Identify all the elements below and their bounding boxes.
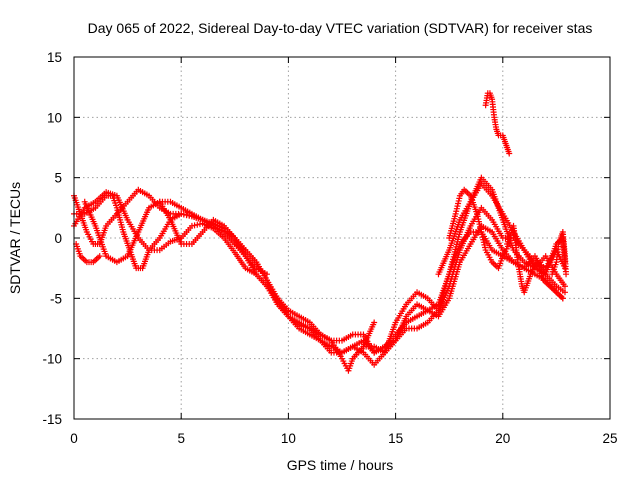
y-axis-label: SDTVAR / TECUs <box>7 182 23 294</box>
data-point <box>191 222 198 229</box>
data-series-trace-8 <box>446 186 513 272</box>
data-point <box>194 221 201 228</box>
x-tick-label: 10 <box>281 431 296 446</box>
x-tick-label: 20 <box>495 431 510 446</box>
data-point <box>183 212 190 219</box>
data-point <box>559 295 566 302</box>
y-tick-label: 5 <box>54 171 62 186</box>
data-point <box>371 319 378 326</box>
x-tick-label: 25 <box>602 431 617 446</box>
data-point <box>561 283 568 290</box>
x-axis-label: GPS time / hours <box>287 457 394 473</box>
data-series-trace-10 <box>482 90 513 157</box>
y-tick-label: 10 <box>47 110 62 125</box>
data-point <box>506 150 513 157</box>
grid <box>74 57 610 419</box>
y-tick-label: -10 <box>42 352 62 367</box>
data-series-trace-4 <box>73 241 103 266</box>
x-tick-label: 0 <box>70 431 78 446</box>
y-tick-label: -5 <box>50 291 62 306</box>
x-tick-label: 15 <box>388 431 403 446</box>
data-point <box>188 222 195 229</box>
chart-title: Day 065 of 2022, Sidereal Day-to-day VTE… <box>88 20 593 36</box>
x-tick-label: 5 <box>177 431 185 446</box>
data-series-trace-12 <box>549 228 570 278</box>
data-point <box>561 289 568 296</box>
y-tick-label: 15 <box>47 50 62 65</box>
axis-ticks: 0 5 10 15 20 25 -15 -10 -5 0 5 10 15 <box>42 50 617 446</box>
data-series-trace-11 <box>504 222 566 302</box>
data-point <box>96 253 103 260</box>
data-point <box>563 271 570 278</box>
y-tick-label: 0 <box>54 231 62 246</box>
data-point <box>180 211 187 218</box>
data-points <box>71 90 570 374</box>
y-tick-label: -15 <box>42 412 62 427</box>
data-point <box>178 210 185 217</box>
